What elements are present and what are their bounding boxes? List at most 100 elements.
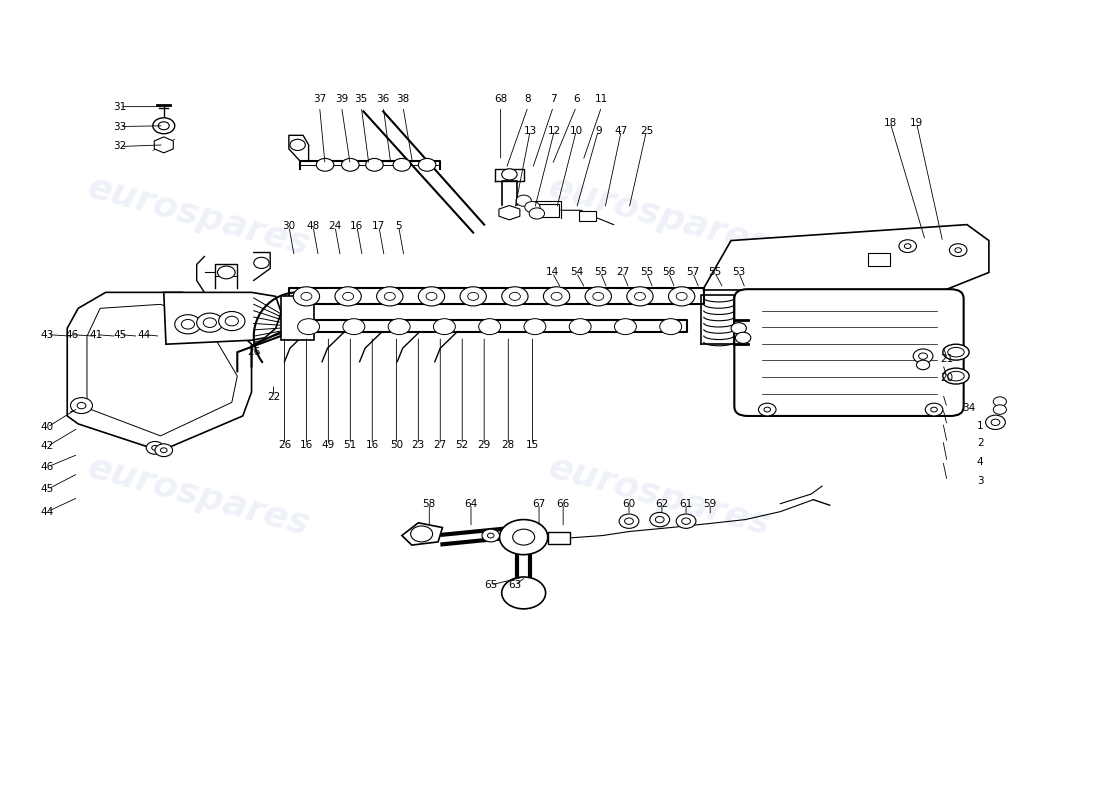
Circle shape [388,318,410,334]
Text: 44: 44 [41,506,54,517]
Text: 16: 16 [300,440,313,450]
Text: 23: 23 [411,440,425,450]
Text: 40: 40 [41,422,54,432]
Circle shape [77,402,86,409]
Circle shape [365,158,383,171]
Circle shape [525,202,540,213]
Text: 48: 48 [307,222,320,231]
Circle shape [158,122,169,130]
Circle shape [593,292,604,300]
Circle shape [341,158,359,171]
Circle shape [732,322,747,334]
Circle shape [759,403,775,416]
Text: 27: 27 [433,440,447,450]
Circle shape [904,244,911,249]
Polygon shape [154,137,174,153]
Circle shape [410,526,432,542]
Text: 22: 22 [267,392,280,402]
Text: 4: 4 [977,457,983,467]
Text: 30: 30 [283,222,296,231]
Text: 38: 38 [396,94,409,104]
Text: 11: 11 [595,94,608,104]
Circle shape [155,444,173,457]
Circle shape [197,313,223,332]
Text: 19: 19 [910,118,923,127]
Circle shape [650,513,670,526]
Circle shape [502,169,517,180]
Text: 52: 52 [455,440,469,450]
Text: 55: 55 [640,267,653,278]
Circle shape [294,286,320,306]
Circle shape [418,286,444,306]
Text: 21: 21 [940,354,954,363]
Polygon shape [67,292,252,451]
Text: 39: 39 [334,94,349,104]
Circle shape [993,397,1007,406]
Text: 15: 15 [526,440,539,450]
Text: 18: 18 [883,118,896,127]
Polygon shape [164,292,282,344]
Text: 55: 55 [708,267,722,278]
Text: 57: 57 [686,267,700,278]
Text: 55: 55 [594,267,607,278]
Circle shape [513,529,535,545]
Circle shape [376,286,403,306]
Circle shape [916,360,930,370]
Polygon shape [499,206,520,220]
Circle shape [502,577,546,609]
Text: 5: 5 [395,222,402,231]
Circle shape [433,318,455,334]
Circle shape [899,240,916,253]
Circle shape [736,332,751,343]
Text: 59: 59 [704,498,717,509]
Circle shape [384,292,395,300]
Text: 68: 68 [494,94,507,104]
Circle shape [301,292,312,300]
Text: 12: 12 [548,126,561,135]
Circle shape [949,244,967,257]
Circle shape [764,407,770,412]
Text: 16: 16 [365,440,378,450]
Ellipse shape [948,347,965,357]
Text: 14: 14 [546,267,559,278]
Text: 20: 20 [940,373,954,382]
Text: 2: 2 [977,438,983,448]
Text: 35: 35 [354,94,367,104]
Circle shape [487,533,494,538]
Circle shape [182,319,195,329]
Circle shape [516,195,531,206]
Text: 61: 61 [680,498,693,509]
Text: 33: 33 [113,122,127,131]
Text: 63: 63 [508,580,521,590]
Text: 28: 28 [502,440,515,450]
Circle shape [502,286,528,306]
Circle shape [660,318,682,334]
Circle shape [460,286,486,306]
Circle shape [153,118,175,134]
Circle shape [676,514,696,528]
Polygon shape [704,225,989,290]
Circle shape [146,442,164,454]
Text: 42: 42 [41,442,54,451]
Text: 3: 3 [977,476,983,486]
Text: eurospares: eurospares [84,170,313,262]
Text: 66: 66 [557,498,570,509]
Text: 7: 7 [550,94,557,104]
Text: 62: 62 [656,498,669,509]
Text: 49: 49 [321,440,336,450]
Ellipse shape [948,371,965,381]
Text: 16: 16 [350,222,363,231]
Text: 31: 31 [113,102,127,112]
Polygon shape [402,522,442,545]
Circle shape [161,448,167,453]
Circle shape [991,419,1000,426]
Text: 17: 17 [372,222,385,231]
Ellipse shape [943,368,969,384]
Circle shape [551,292,562,300]
Circle shape [669,286,695,306]
Circle shape [529,208,544,219]
Circle shape [627,286,653,306]
Text: 46: 46 [65,330,78,340]
Circle shape [478,318,500,334]
Circle shape [70,398,92,414]
